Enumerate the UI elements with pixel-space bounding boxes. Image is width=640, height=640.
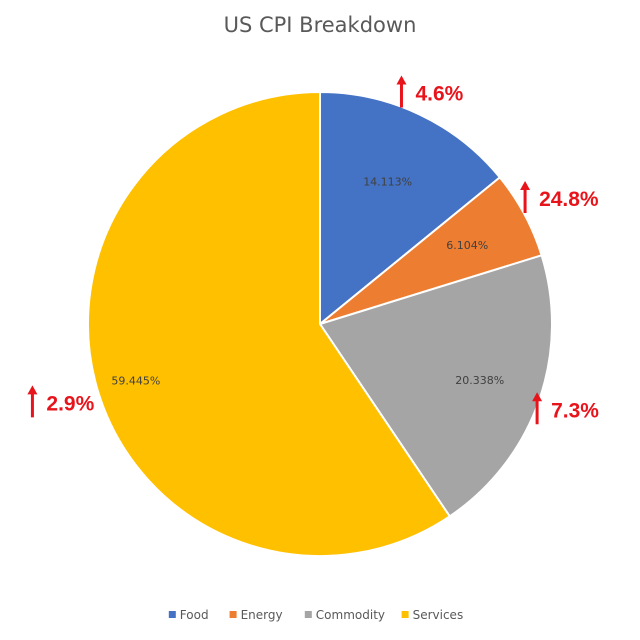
annotation-text-services: 2.9% <box>46 392 94 415</box>
legend-label-commodity: Commodity <box>316 608 385 622</box>
up-arrow-head-icon <box>27 385 38 395</box>
data-label-energy: 6.104% <box>446 239 488 252</box>
up-arrow-head-icon <box>520 180 531 190</box>
legend-swatch-commodity <box>304 611 312 618</box>
legend-swatch-services <box>401 611 409 618</box>
slice-food <box>319 90 502 327</box>
slice-services <box>86 90 452 557</box>
legend-label-services: Services <box>413 608 464 622</box>
annotation-commodity: 7.3% <box>532 392 599 425</box>
pie-slices <box>86 90 553 557</box>
up-arrow-head-icon <box>396 75 407 85</box>
pie-data-labels: 14.113% 6.104% 20.338% 59.445% <box>111 175 504 387</box>
annotation-text-energy: 24.8% <box>539 188 599 211</box>
legend-label-energy: Energy <box>241 608 283 622</box>
data-label-food: 14.113% <box>363 175 412 188</box>
legend-swatch-food <box>168 611 176 618</box>
data-label-commodity: 20.338% <box>455 374 504 387</box>
data-label-services: 59.445% <box>111 374 160 387</box>
annotation-services: 2.9% <box>27 385 95 418</box>
legend: Food Energy Commodity Services <box>168 608 464 622</box>
legend-label-food: Food <box>180 608 209 622</box>
annotation-food: 4.6% <box>396 75 464 108</box>
annotation-text-food: 4.6% <box>415 82 463 105</box>
legend-swatch-energy <box>229 611 237 618</box>
change-annotations: 4.6% 24.8% 7.3% 2.9% <box>27 75 599 425</box>
up-arrow-head-icon <box>532 392 543 402</box>
chart-title: US CPI Breakdown <box>224 13 417 37</box>
annotation-energy: 24.8% <box>520 180 599 213</box>
annotation-text-commodity: 7.3% <box>551 399 599 422</box>
